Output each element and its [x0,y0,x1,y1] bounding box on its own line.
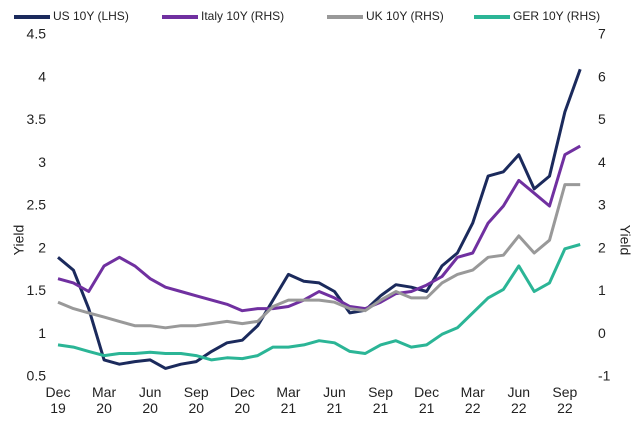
series-line [57,243,581,362]
x-tick-label: Dec 19 [45,384,71,416]
y2-tick-label: 2 [598,239,606,255]
y-tick-label: 2 [38,239,46,255]
x-tick-label: Mar 21 [276,384,301,416]
y-tick-label: 1 [38,325,46,341]
y2-tick-label: 5 [598,111,606,127]
x-tick-label: Dec 21 [414,384,440,416]
y-tick-label: 1.5 [27,282,47,298]
series-line [57,144,581,313]
y-tick-label: 0.5 [27,368,47,384]
y2-axis-label: Yield [617,225,632,256]
y2-tick-label: -1 [598,368,611,384]
x-tick-label: Mar 20 [92,384,117,416]
x-tick-label: Sep 20 [183,384,209,416]
legend-label: GER 10Y (RHS) [513,9,600,23]
x-tick-label: Jun 22 [507,384,531,416]
y2-tick-label: 6 [598,68,606,84]
y2-tick-label: 4 [598,154,606,170]
y2-tick-label: 3 [598,197,606,213]
x-tick-label: Mar 22 [460,384,485,416]
y-axis-label: Yield [11,225,27,256]
x-tick-label: Jun 20 [138,384,162,416]
legend-label: US 10Y (LHS) [53,9,129,23]
legend-label: Italy 10Y (RHS) [201,9,284,23]
y-tick-label: 4.5 [27,26,47,42]
x-tick-label: Sep 22 [552,384,578,416]
y2-tick-label: 0 [598,325,606,341]
x-tick-label: Sep 21 [368,384,393,416]
series-line [57,183,581,330]
legend-label: UK 10Y (RHS) [366,9,444,23]
y2-tick-label: 7 [598,26,606,42]
series-line [57,68,582,370]
y2-tick-label: 1 [598,282,606,298]
x-tick-label: Dec 20 [229,384,255,416]
y-tick-label: 2.5 [27,197,47,213]
y-tick-label: 3.5 [27,111,47,127]
y-tick-label: 3 [38,154,46,170]
y-tick-label: 4 [38,68,46,84]
x-tick-label: Jun 21 [323,384,346,416]
